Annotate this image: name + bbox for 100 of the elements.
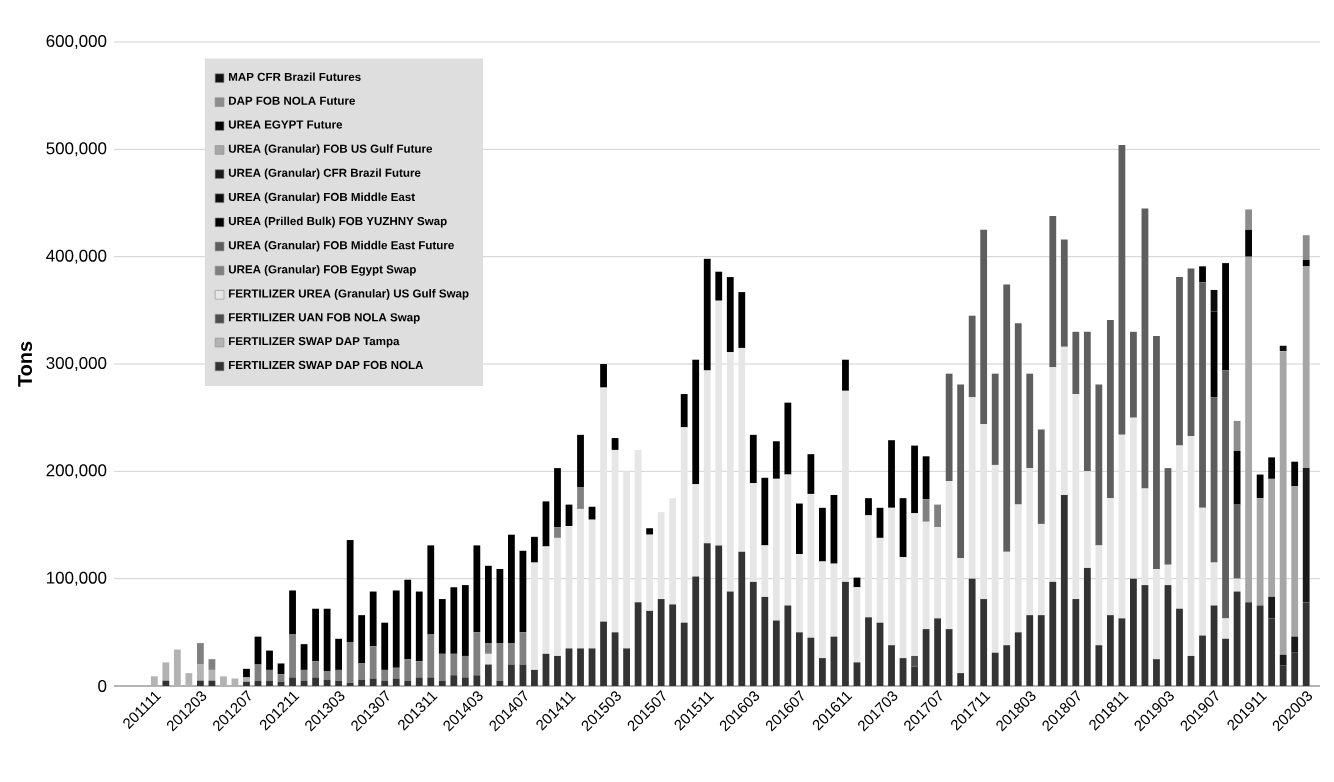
bar: [1222, 263, 1229, 371]
y-tick-label: 0: [98, 680, 107, 692]
bar: [415, 677, 423, 686]
bar: [1003, 284, 1011, 552]
bar: [508, 643, 515, 665]
bar: [1245, 209, 1253, 230]
bar: [554, 655, 561, 686]
bar: [1302, 259, 1310, 267]
bar: [795, 632, 803, 686]
bar: [197, 664, 204, 681]
bar: [646, 528, 654, 535]
bar: [1279, 654, 1287, 666]
bar: [692, 576, 700, 686]
bar: [577, 487, 584, 509]
bar: [1279, 665, 1287, 686]
bar: [1291, 652, 1299, 686]
bar: [980, 229, 988, 425]
bar: [991, 373, 999, 465]
bar: [1003, 645, 1011, 686]
bar: [772, 620, 780, 686]
bar: [957, 384, 965, 559]
y-tick-label: 500,000: [46, 142, 107, 157]
bar: [1153, 336, 1160, 570]
bar: [1026, 615, 1034, 686]
bar: [749, 483, 757, 582]
bar: [277, 674, 285, 682]
bar: [369, 678, 377, 686]
bar: [1014, 632, 1022, 686]
bar: [761, 477, 769, 546]
bar: [323, 670, 331, 680]
bar: [784, 605, 792, 686]
bar: [392, 678, 400, 686]
bar: [600, 621, 607, 686]
bar: [369, 646, 377, 679]
bar: [484, 565, 492, 644]
bar: [842, 581, 849, 686]
bar: [289, 590, 296, 635]
bar: [173, 649, 181, 686]
bar: [934, 504, 941, 528]
bar: [968, 578, 976, 686]
bar: [231, 678, 239, 686]
bar: [531, 669, 538, 686]
bar: [865, 498, 872, 516]
bar: [692, 484, 700, 577]
bar: [807, 454, 815, 494]
bar: [346, 641, 354, 683]
bar: [312, 677, 319, 686]
bar: [450, 675, 458, 686]
bar: [726, 277, 734, 353]
bar: [450, 653, 458, 676]
bar: [980, 424, 988, 600]
bar: [358, 615, 366, 664]
bar: [911, 655, 918, 667]
bar: [1095, 645, 1103, 686]
bar: [266, 650, 273, 670]
bar: [1072, 331, 1080, 395]
bar: [208, 659, 216, 670]
bar: [1256, 605, 1264, 686]
bar: [1083, 567, 1091, 686]
bar: [243, 668, 250, 678]
bar: [358, 679, 366, 686]
bar: [865, 617, 872, 686]
bar: [1095, 384, 1103, 546]
bar: [1245, 229, 1253, 257]
bar: [749, 434, 757, 484]
bar: [197, 680, 204, 686]
bar: [1130, 331, 1137, 418]
bar: [1245, 602, 1253, 686]
bar: [715, 545, 723, 686]
bar: [795, 503, 803, 554]
bar: [1014, 323, 1022, 505]
bar: [749, 581, 757, 686]
bar: [496, 680, 504, 686]
bar: [1037, 615, 1045, 686]
bar: [369, 591, 377, 647]
bar: [1256, 498, 1264, 606]
bar: [715, 271, 723, 301]
bar: [1072, 599, 1080, 686]
bar: [1222, 370, 1229, 619]
bar: [289, 634, 296, 678]
bar: [1279, 345, 1287, 352]
bar: [484, 664, 492, 686]
bar: [1302, 468, 1310, 603]
bar: [335, 680, 343, 686]
bar: [508, 534, 515, 644]
bar: [1130, 578, 1137, 686]
y-tick-label: 600,000: [46, 35, 107, 49]
bar: [473, 545, 481, 633]
bar: [404, 680, 412, 686]
bar: [266, 669, 273, 681]
bar: [1302, 266, 1310, 469]
bar: [461, 585, 469, 656]
bar: [945, 629, 953, 686]
bar: [1256, 474, 1264, 499]
bar: [1106, 498, 1114, 616]
bar: [577, 434, 584, 488]
bar: [438, 599, 446, 654]
bar: [289, 677, 296, 686]
bar: [220, 676, 227, 686]
bar: [266, 680, 273, 686]
